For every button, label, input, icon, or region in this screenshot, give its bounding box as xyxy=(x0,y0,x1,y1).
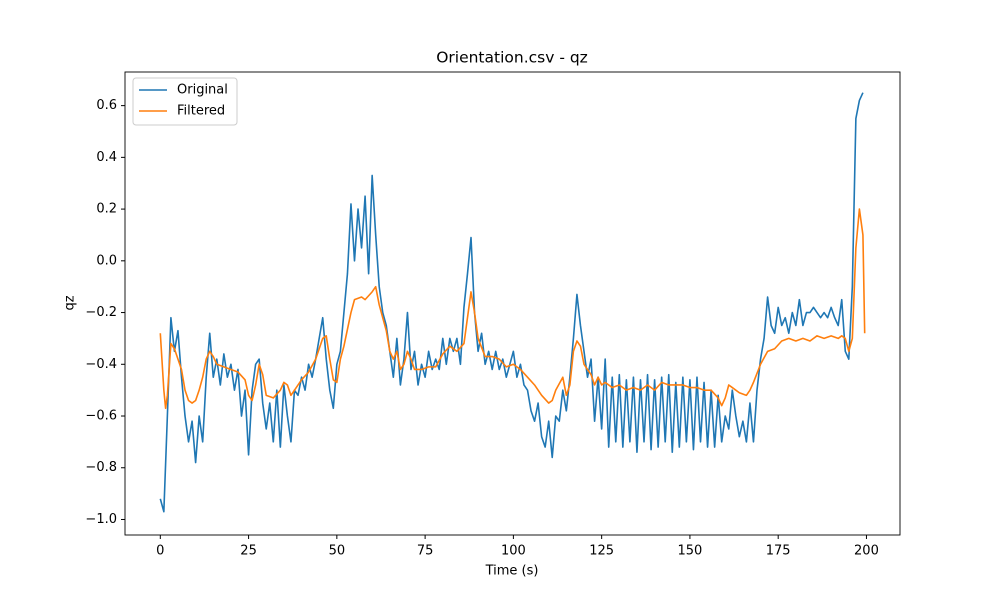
x-tick-label: 0 xyxy=(156,544,164,559)
x-tick-label: 75 xyxy=(417,544,434,559)
series-line xyxy=(159,208,866,410)
legend-label: Filtered xyxy=(177,104,225,119)
plot-frame xyxy=(124,71,901,536)
y-tick-label: −0.4 xyxy=(85,357,117,372)
x-tick-label: 150 xyxy=(678,544,703,559)
x-tick-label: 50 xyxy=(329,544,346,559)
x-tick-label: 100 xyxy=(501,544,526,559)
x-tick-label: 25 xyxy=(240,544,257,559)
x-tick-label: 200 xyxy=(854,544,879,559)
y-tick-label: 0.0 xyxy=(96,253,117,268)
y-tick-label: 0.4 xyxy=(96,150,117,165)
x-axis-label: Time (s) xyxy=(485,564,539,579)
x-tick-label: 175 xyxy=(766,544,791,559)
chart-title: Orientation.csv - qz xyxy=(436,49,588,67)
y-tick-label: 0.2 xyxy=(96,202,117,217)
y-tick-label: −0.6 xyxy=(85,409,117,424)
legend-label: Original xyxy=(177,83,228,98)
y-tick-label: −0.8 xyxy=(85,460,117,475)
x-tick-label: 125 xyxy=(589,544,614,559)
series-line xyxy=(159,92,864,513)
y-tick-label: −1.0 xyxy=(85,512,117,527)
y-tick-label: 0.6 xyxy=(96,98,117,113)
y-axis-label: qz xyxy=(63,295,78,310)
y-tick-label: −0.2 xyxy=(85,305,117,320)
